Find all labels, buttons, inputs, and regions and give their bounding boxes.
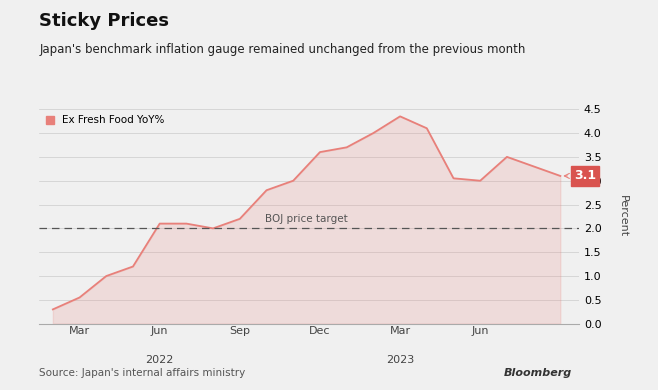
Text: 3.1: 3.1 [565,169,596,183]
Legend: Ex Fresh Food YoY%: Ex Fresh Food YoY% [45,114,166,126]
Text: BOJ price target: BOJ price target [265,214,348,224]
Text: Source: Japan's internal affairs ministry: Source: Japan's internal affairs ministr… [39,368,245,378]
Text: 2023: 2023 [386,355,414,365]
Y-axis label: Percent: Percent [619,195,628,238]
Text: Sticky Prices: Sticky Prices [39,12,170,30]
Text: Bloomberg: Bloomberg [504,368,572,378]
Text: 2022: 2022 [145,355,174,365]
Text: Japan's benchmark inflation gauge remained unchanged from the previous month: Japan's benchmark inflation gauge remain… [39,43,526,56]
